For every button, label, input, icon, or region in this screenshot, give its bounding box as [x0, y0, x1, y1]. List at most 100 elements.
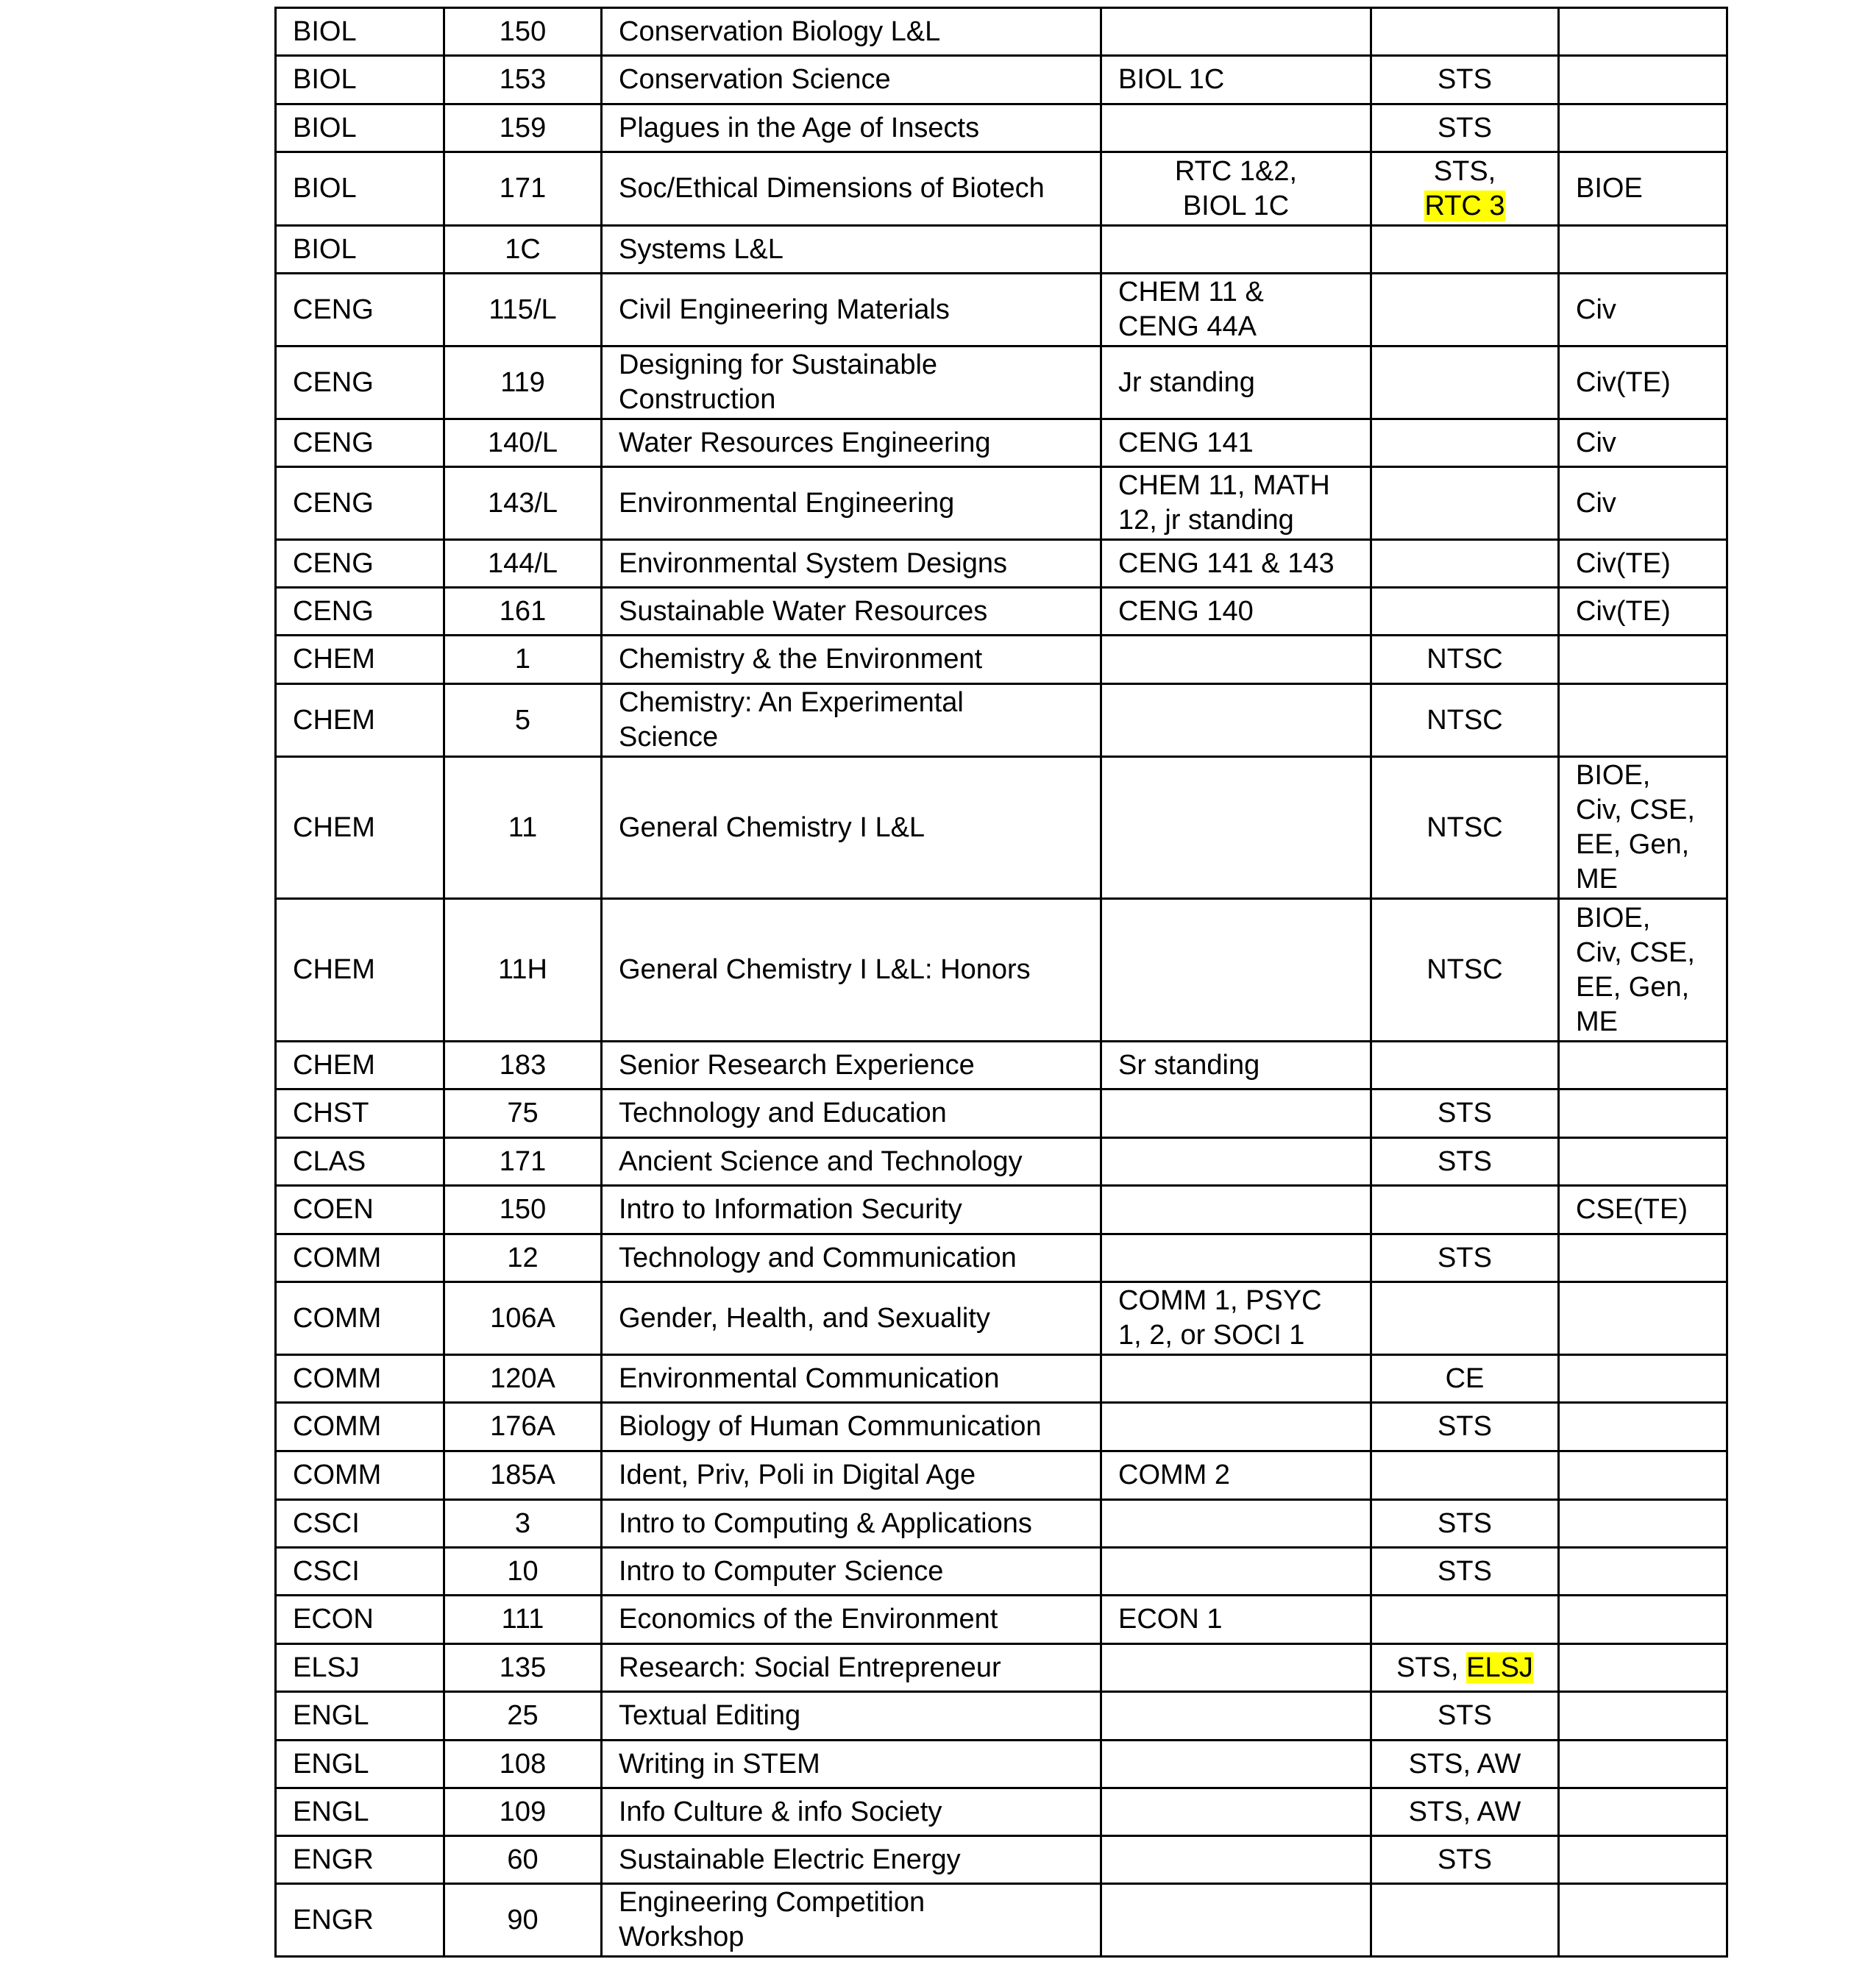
prerequisite-cell: [1100, 634, 1372, 685]
subject-cell-text: ECON: [293, 1604, 374, 1635]
course-number-cell-text: 60: [507, 1844, 539, 1875]
course-title-cell-text: Sustainable Water Resources: [619, 595, 988, 627]
designation-cell: [1370, 272, 1560, 347]
major-cell: [1557, 224, 1728, 274]
course-title-cell-text: Intro to Information Security: [619, 1194, 962, 1225]
designation-cell-text: STS: [1438, 1098, 1492, 1128]
prerequisite-cell: BIOL 1C: [1100, 54, 1372, 105]
major-cell: CSE(TE): [1557, 1184, 1728, 1235]
course-title-cell-text: Chemistry: An Experimental Science: [619, 687, 964, 753]
designation-cell-text: STS: [1438, 1555, 1492, 1587]
table-row: COMM 185A Ident, Priv, Poli in Digital Age…: [274, 1450, 1728, 1501]
subject-cell: CENG: [274, 418, 445, 468]
major-cell: [1557, 1594, 1728, 1645]
subject-cell: BIOL: [274, 103, 445, 153]
subject-cell: CSCI: [274, 1499, 445, 1549]
designation-cell-text: STS,: [1396, 1652, 1467, 1683]
course-number-cell-text: 144/L: [487, 547, 558, 579]
course-number-cell-text: 140/L: [487, 427, 558, 458]
course-title-cell: Intro to Information Security: [600, 1184, 1102, 1235]
course-title-cell-text: Technology and Education: [619, 1098, 947, 1128]
designation-cell-text: NTSC: [1426, 704, 1503, 736]
course-title-cell-text: Info Culture & info Society: [619, 1796, 942, 1827]
designation-cell: STS: [1370, 54, 1560, 105]
major-cell: Civ: [1557, 466, 1728, 541]
prerequisite-cell-text: CENG 141: [1118, 427, 1254, 458]
designation-cell: [1370, 1594, 1560, 1645]
prerequisite-cell: [1100, 1739, 1372, 1789]
course-title-cell-text: Research: Social Entrepreneur: [619, 1652, 1001, 1683]
designation-cell: STS: [1370, 1401, 1560, 1452]
designation-cell: STS: [1370, 1499, 1560, 1549]
course-number-cell: 159: [443, 103, 603, 153]
major-cell: [1557, 1499, 1728, 1549]
subject-cell-text: CHEM: [293, 954, 375, 985]
subject-cell-text: CLAS: [293, 1145, 366, 1177]
course-title-cell-text: Water Resources Engineering: [619, 427, 991, 458]
major-cell: [1557, 7, 1728, 57]
subject-cell-text: ENGL: [293, 1700, 369, 1731]
designation-cell-text: STS: [1438, 64, 1492, 95]
major-cell: [1557, 103, 1728, 153]
course-number-cell: 144/L: [443, 538, 603, 589]
major-cell: [1557, 1691, 1728, 1741]
prerequisite-cell: [1100, 1233, 1372, 1283]
subject-cell: BIOL: [274, 54, 445, 105]
subject-cell: CENG: [274, 538, 445, 589]
course-number-cell-text: 11: [508, 811, 538, 843]
subject-cell-text: CHST: [293, 1098, 369, 1128]
course-title-cell: Chemistry & the Environment: [600, 634, 1102, 685]
table-row: BIOL 171 Soc/Ethical Dimensions of Biotech…: [274, 151, 1728, 227]
designation-cell: STS: [1370, 103, 1560, 153]
table-row: ECON 111 Economics of the Environment ECON …: [274, 1594, 1728, 1645]
major-cell-text: Civ(TE): [1576, 595, 1671, 627]
course-number-cell-text: 90: [507, 1904, 539, 1935]
subject-cell: ENGL: [274, 1787, 445, 1837]
course-number-cell-text: 150: [499, 1194, 547, 1225]
prerequisite-cell: Jr standing: [1100, 345, 1372, 420]
prerequisite-cell-text: BIOL 1C: [1118, 64, 1225, 95]
course-title-cell-text: Gender, Health, and Sexuality: [619, 1302, 990, 1334]
course-number-cell: 3: [443, 1499, 603, 1549]
course-title-cell: Engineering Competition Workshop: [600, 1883, 1102, 1958]
table-row: BIOL 153 Conservation Science BIOL 1C STS: [274, 54, 1728, 105]
subject-cell: ENGL: [274, 1691, 445, 1741]
course-number-cell: 11H: [443, 897, 603, 1042]
course-title-cell: Environmental Engineering: [600, 466, 1102, 541]
major-cell: [1557, 1137, 1728, 1187]
course-title-cell: Systems L&L: [600, 224, 1102, 274]
course-number-cell-text: 176A: [490, 1411, 555, 1442]
designation-cell-text: STS: [1438, 1700, 1492, 1731]
prerequisite-cell: [1100, 756, 1372, 900]
course-number-cell-text: 10: [507, 1555, 539, 1587]
subject-cell: COMM: [274, 1233, 445, 1283]
prerequisite-cell: [1100, 683, 1372, 758]
course-number-cell: 176A: [443, 1401, 603, 1452]
course-title-cell: Research: Social Entrepreneur: [600, 1643, 1102, 1693]
subject-cell: ELSJ: [274, 1643, 445, 1693]
prerequisite-cell: CENG 141: [1100, 418, 1372, 468]
prerequisite-cell-text: CENG 141 & 143: [1118, 547, 1335, 579]
prerequisite-cell-text: Jr standing: [1118, 366, 1255, 398]
subject-cell-text: COMM: [293, 1411, 382, 1442]
subject-cell-text: CHEM: [293, 644, 375, 675]
subject-cell: ECON: [274, 1594, 445, 1645]
table-row: CSCI 10 Intro to Computer Science STS: [274, 1546, 1728, 1596]
designation-cell: NTSC: [1370, 897, 1560, 1042]
subject-cell-text: ENGR: [293, 1904, 374, 1935]
table-row: COEN 150 Intro to Information Security CSE(…: [274, 1184, 1728, 1235]
designation-cell: [1370, 1184, 1560, 1235]
major-cell: Civ: [1557, 272, 1728, 347]
subject-cell: CENG: [274, 586, 445, 636]
table-row: ELSJ 135 Research: Social Entrepreneur STS,…: [274, 1643, 1728, 1693]
subject-cell-text: BIOL: [293, 233, 357, 265]
course-title-cell: Biology of Human Communication: [600, 1401, 1102, 1452]
prerequisite-cell: Sr standing: [1100, 1040, 1372, 1090]
prerequisite-cell: [1100, 1137, 1372, 1187]
table-row: COMM 106A Gender, Health, and Sexuality COM…: [274, 1281, 1728, 1356]
designation-cell: [1370, 418, 1560, 468]
course-title-cell: Chemistry: An Experimental Science: [600, 683, 1102, 758]
course-number-cell-text: 75: [507, 1098, 539, 1128]
table-row: ENGR 60 Sustainable Electric Energy STS: [274, 1835, 1728, 1885]
major-cell-text: Civ: [1576, 294, 1616, 325]
